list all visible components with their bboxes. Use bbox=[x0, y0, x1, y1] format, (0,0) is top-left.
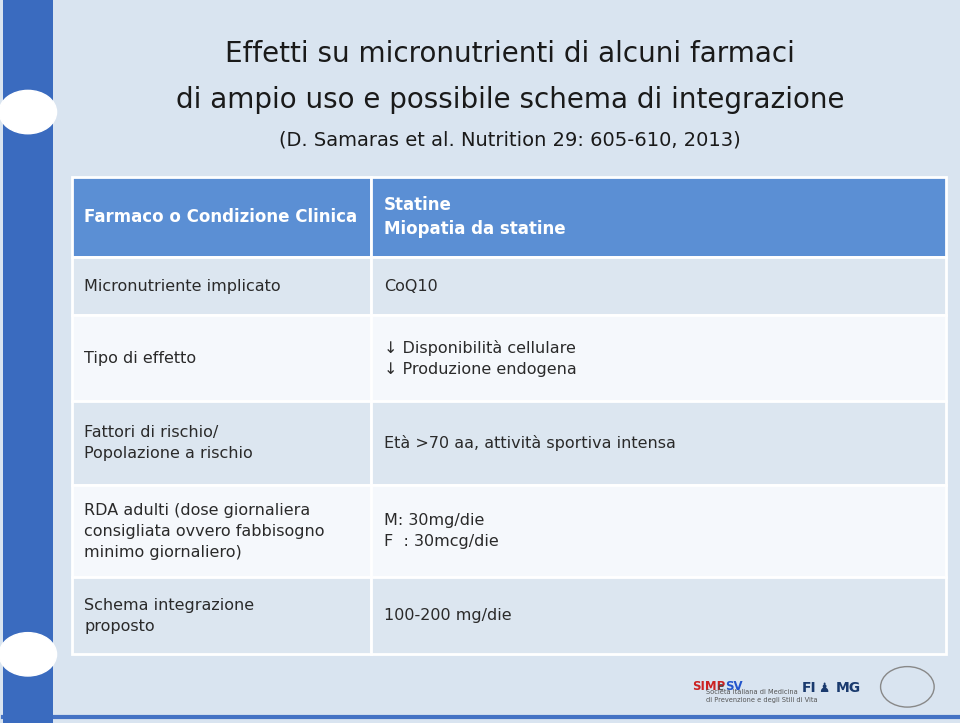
Text: Statine
Miopatia da statine: Statine Miopatia da statine bbox=[384, 196, 565, 239]
Text: CoQ10: CoQ10 bbox=[384, 278, 438, 294]
Circle shape bbox=[0, 633, 57, 676]
FancyBboxPatch shape bbox=[72, 315, 372, 401]
Text: SIMP: SIMP bbox=[692, 680, 726, 693]
Text: Età >70 aa, attività sportiva intensa: Età >70 aa, attività sportiva intensa bbox=[384, 435, 676, 451]
FancyBboxPatch shape bbox=[72, 401, 372, 484]
FancyBboxPatch shape bbox=[372, 484, 946, 578]
Text: ↓ Disponibilità cellulare
↓ Produzione endogena: ↓ Disponibilità cellulare ↓ Produzione e… bbox=[384, 340, 577, 377]
Text: di ampio uso e possibile schema di integrazione: di ampio uso e possibile schema di integ… bbox=[176, 86, 845, 114]
Text: Schema integrazione
proposto: Schema integrazione proposto bbox=[84, 598, 254, 634]
FancyBboxPatch shape bbox=[372, 315, 946, 401]
FancyBboxPatch shape bbox=[3, 0, 53, 723]
Text: 100-200 mg/die: 100-200 mg/die bbox=[384, 608, 512, 623]
Text: FI: FI bbox=[803, 681, 817, 696]
FancyBboxPatch shape bbox=[372, 578, 946, 654]
Text: SV: SV bbox=[726, 680, 743, 693]
Text: Farmaco o Condizione Clinica: Farmaco o Condizione Clinica bbox=[84, 208, 357, 226]
Text: Società Italiana di Medicina
di Prevenzione e degli Stili di Vita: Società Italiana di Medicina di Prevenzi… bbox=[707, 690, 818, 703]
FancyBboxPatch shape bbox=[372, 177, 946, 257]
Text: (D. Samaras et al. Nutrition 29: 605-610, 2013): (D. Samaras et al. Nutrition 29: 605-610… bbox=[279, 130, 741, 149]
FancyBboxPatch shape bbox=[372, 401, 946, 484]
Text: Fattori di rischio/
Popolazione a rischio: Fattori di rischio/ Popolazione a rischi… bbox=[84, 425, 253, 461]
Text: M: 30mg/die
F  : 30mcg/die: M: 30mg/die F : 30mcg/die bbox=[384, 513, 498, 549]
Text: Micronutriente implicato: Micronutriente implicato bbox=[84, 278, 281, 294]
FancyBboxPatch shape bbox=[72, 578, 372, 654]
Text: Effetti su micronutrienti di alcuni farmaci: Effetti su micronutrienti di alcuni farm… bbox=[226, 40, 795, 68]
FancyBboxPatch shape bbox=[72, 257, 372, 315]
Text: RDA adulti (dose giornaliera
consigliata ovvero fabbisogno
minimo giornaliero): RDA adulti (dose giornaliera consigliata… bbox=[84, 502, 324, 560]
Text: Tipo di effetto: Tipo di effetto bbox=[84, 351, 197, 366]
Circle shape bbox=[0, 90, 57, 134]
FancyBboxPatch shape bbox=[72, 484, 372, 578]
FancyBboxPatch shape bbox=[72, 177, 372, 257]
Text: ♟: ♟ bbox=[819, 682, 829, 695]
Text: e: e bbox=[718, 682, 724, 692]
FancyBboxPatch shape bbox=[372, 257, 946, 315]
Text: MG: MG bbox=[835, 681, 861, 696]
